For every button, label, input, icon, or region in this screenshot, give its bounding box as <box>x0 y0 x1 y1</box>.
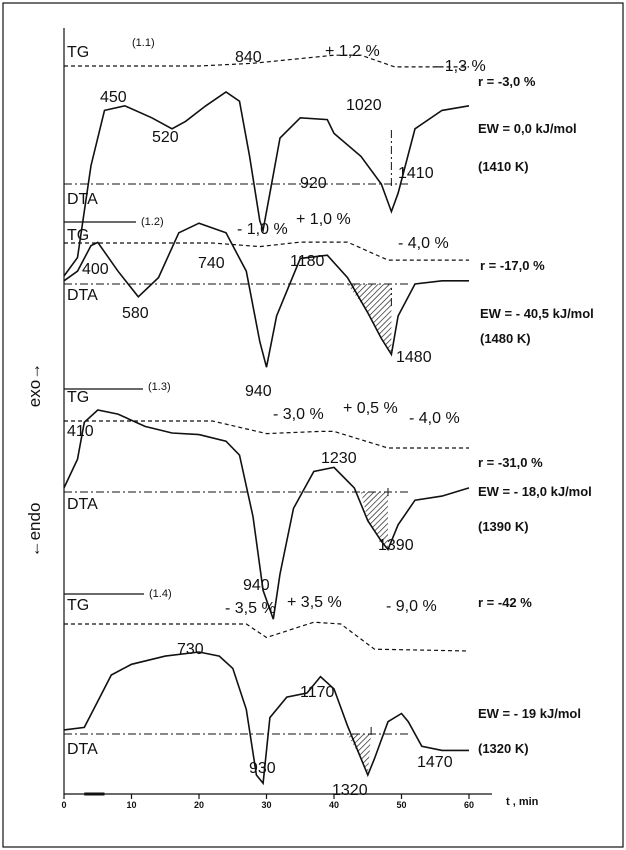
peak-label: 1320 <box>332 782 368 799</box>
x-tick-label: 20 <box>194 800 204 810</box>
peak-label: 930 <box>249 760 276 777</box>
hatched-area <box>347 734 372 775</box>
x-tick-label: 0 <box>61 800 66 810</box>
peak-label: 1410 <box>398 165 434 182</box>
tg-curve <box>64 54 469 68</box>
dta-label: DTA <box>67 496 98 513</box>
tg-annotation: - 9,0 % <box>386 598 437 615</box>
peak-label: 1170 <box>300 684 335 701</box>
x-tick-label: 40 <box>329 800 339 810</box>
panel-id: (1.3) <box>148 381 171 393</box>
dta-curve <box>63 651 469 786</box>
x-axis-label: t , min <box>506 796 539 808</box>
panel-3 <box>63 388 470 620</box>
result-r: r = -3,0 % <box>478 74 536 89</box>
result-temperature: (1320 K) <box>478 741 529 756</box>
tg-annotation: - 3,0 % <box>273 406 324 423</box>
tg-annotation: + 1,0 % <box>296 211 351 228</box>
x-tick-label: 10 <box>126 800 136 810</box>
peak-label: 1480 <box>396 349 432 366</box>
tg-label: TG <box>67 597 89 614</box>
tg-label: TG <box>67 227 89 244</box>
dta-label: DTA <box>67 287 98 304</box>
peak-label: 730 <box>177 641 204 658</box>
hatched-area <box>361 492 388 550</box>
x-tick-label: 30 <box>261 800 271 810</box>
tg-label: TG <box>67 389 89 406</box>
tg-annotation: - 4,0 % <box>398 235 449 252</box>
result-r: r = -31,0 % <box>478 455 543 470</box>
tg-curve <box>64 241 469 261</box>
peak-label: 920 <box>300 175 327 192</box>
tg-annotation: + 3,5 % <box>287 594 342 611</box>
panel-id: (1.4) <box>149 588 172 600</box>
result-ew: EW = 0,0 kJ/mol <box>478 121 577 136</box>
panel-4 <box>63 593 470 786</box>
result-r: r = -42 % <box>478 595 532 610</box>
peak-label: 400 <box>82 261 109 278</box>
peak-label: 1180 <box>290 253 325 270</box>
peak-label: 450 <box>100 89 127 106</box>
dta-curve <box>63 222 469 368</box>
result-temperature: (1480 K) <box>480 331 531 346</box>
panel-id: (1.2) <box>141 216 164 228</box>
peak-label: 1020 <box>346 97 382 114</box>
result-ew: EW = - 40,5 kJ/mol <box>480 306 594 321</box>
x-tick-label: 60 <box>464 800 474 810</box>
exo-axis-label: exo→ <box>25 363 44 407</box>
peak-label: 1230 <box>321 450 357 467</box>
panel-id: (1.1) <box>132 37 155 49</box>
tg-annotation: + 0,5 % <box>343 400 398 417</box>
result-ew: EW = - 18,0 kJ/mol <box>478 484 592 499</box>
peak-label: 410 <box>67 423 94 440</box>
peak-label: 1470 <box>417 754 453 771</box>
hatched-area <box>347 284 392 355</box>
peak-label: 740 <box>198 255 225 272</box>
result-temperature: (1390 K) <box>478 519 529 534</box>
curves-layer <box>63 28 492 799</box>
result-ew: EW = - 19 kJ/mol <box>478 706 581 721</box>
tg-curve <box>64 420 469 449</box>
result-temperature: (1410 K) <box>478 159 529 174</box>
panel-1 <box>63 54 470 277</box>
peak-label: 1390 <box>378 537 414 554</box>
peak-label: 940 <box>245 383 272 400</box>
panel-2 <box>63 221 469 368</box>
endo-axis-label: ←endo <box>25 503 44 558</box>
tg-annotation: + 1,2 % <box>325 43 380 60</box>
peak-label: 840 <box>235 49 262 66</box>
peak-label: 940 <box>243 577 270 594</box>
tg-curve <box>64 621 470 652</box>
dta-label: DTA <box>67 191 98 208</box>
tg-annotation: - 1,3 % <box>435 58 486 75</box>
tg-annotation: - 1,0 % <box>237 221 288 238</box>
dta-curve <box>63 91 470 277</box>
peak-label: 520 <box>152 129 179 146</box>
dta-label: DTA <box>67 741 98 758</box>
tg-annotation: - 4,0 % <box>409 410 460 427</box>
tg-label: TG <box>67 44 89 61</box>
x-tick-label: 50 <box>396 800 406 810</box>
tg-annotation: - 3,5 % <box>225 600 276 617</box>
result-r: r = -17,0 % <box>480 258 545 273</box>
peak-label: 580 <box>122 305 149 322</box>
